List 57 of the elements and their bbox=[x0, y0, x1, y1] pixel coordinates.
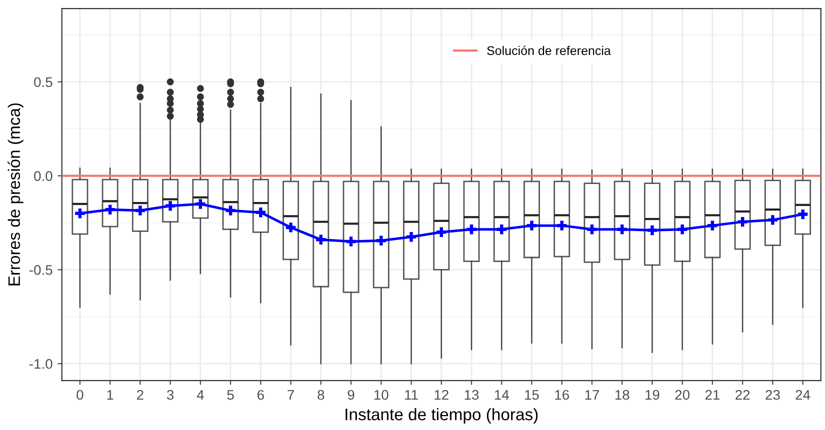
point bbox=[256, 208, 266, 218]
x-tick-label: 21 bbox=[705, 390, 720, 400]
point bbox=[768, 215, 778, 225]
x-tick-label: 2 bbox=[137, 390, 144, 400]
x-tick-label: 7 bbox=[288, 390, 294, 400]
y-tick-label: 0.5 bbox=[34, 77, 52, 88]
x-tick-label: 11 bbox=[405, 390, 418, 400]
point bbox=[496, 224, 506, 234]
y-tick-label: 0.0 bbox=[34, 171, 52, 181]
point bbox=[587, 224, 597, 234]
x-tick-label: 19 bbox=[646, 390, 660, 400]
x-tick-label: 13 bbox=[464, 390, 479, 400]
x-axis-title: Instante de tiempo (horas) bbox=[346, 408, 538, 424]
x-tick-label: 10 bbox=[374, 390, 388, 400]
legend-label: Solución de referencia bbox=[487, 46, 611, 56]
point bbox=[738, 216, 748, 227]
x-tick-label: 22 bbox=[736, 390, 750, 400]
x-tick-label: 8 bbox=[318, 390, 324, 400]
x-tick-label: 24 bbox=[796, 390, 810, 400]
point bbox=[798, 209, 808, 220]
x-tick-label: 12 bbox=[434, 390, 448, 400]
x-tick-label: 14 bbox=[494, 390, 509, 400]
x-tick-label: 9 bbox=[348, 390, 354, 400]
point bbox=[677, 224, 688, 234]
point bbox=[376, 236, 386, 246]
point bbox=[556, 220, 567, 230]
x-tick-label: 15 bbox=[525, 390, 539, 400]
point bbox=[196, 199, 206, 209]
point bbox=[346, 236, 356, 246]
point bbox=[406, 232, 416, 242]
x-tick-label: 1 bbox=[107, 390, 114, 400]
x-tick-label: 20 bbox=[675, 390, 690, 400]
x-tick-label: 18 bbox=[615, 390, 630, 400]
point bbox=[286, 222, 296, 232]
x-tick-label: 5 bbox=[227, 390, 234, 400]
point bbox=[708, 220, 718, 230]
point bbox=[226, 206, 236, 216]
point bbox=[466, 224, 476, 234]
y-tick-label: -1.0 bbox=[30, 358, 52, 369]
x-tick-label: 23 bbox=[766, 390, 780, 400]
point bbox=[526, 220, 537, 230]
point bbox=[617, 224, 627, 234]
x-tick-label: 6 bbox=[258, 390, 264, 400]
point bbox=[647, 225, 658, 236]
x-tick-label: 3 bbox=[166, 390, 174, 400]
x-tick-label: 16 bbox=[555, 390, 569, 400]
point bbox=[135, 206, 146, 216]
point bbox=[165, 200, 176, 211]
y-axis-title: Errores de presión (mca) bbox=[8, 103, 24, 286]
point bbox=[316, 234, 326, 245]
point bbox=[105, 204, 115, 214]
y-tick-label: -0.5 bbox=[30, 265, 52, 275]
x-tick-label: 0 bbox=[76, 390, 84, 400]
x-tick-label: 4 bbox=[196, 390, 204, 400]
point bbox=[75, 208, 85, 218]
x-tick-label: 17 bbox=[585, 390, 599, 400]
point bbox=[436, 227, 446, 238]
